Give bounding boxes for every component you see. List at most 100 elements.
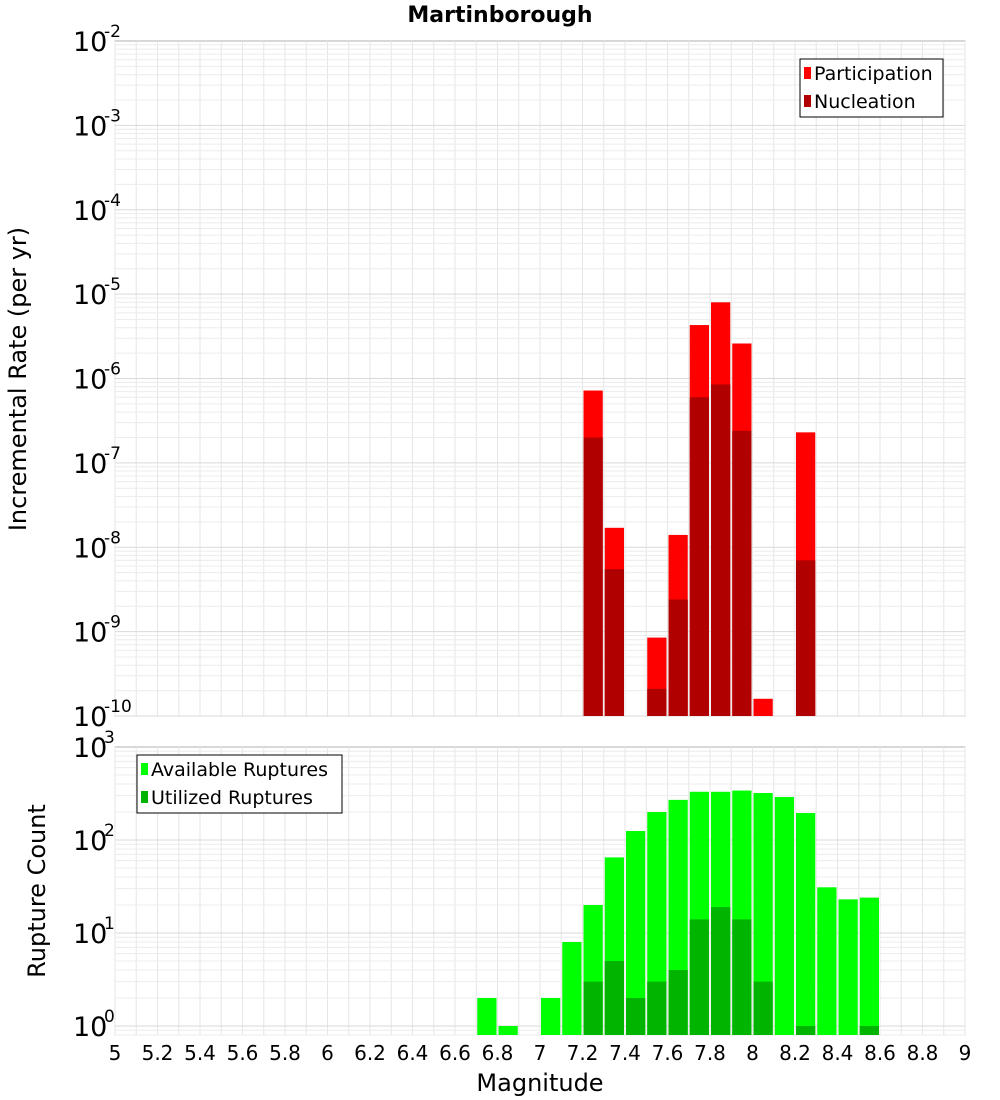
y-tick-exponent: -6 — [104, 360, 121, 380]
y-tick-exponent: -2 — [104, 22, 121, 42]
y-tick-base: 10 — [73, 1012, 107, 1043]
x-tick-label: 6.8 — [482, 1041, 514, 1065]
bar — [668, 599, 688, 716]
x-axis-label: Magnitude — [476, 1069, 603, 1097]
y-tick-label: 101 — [73, 914, 115, 950]
x-tick-labels: 5 5.2 5.4 5.6 5.8 6 6.2 6.4 6.6 6.8 7 7.2 7.4 7.6 7.8 8… — [109, 1041, 972, 1065]
x-tick-label: 7.2 — [567, 1041, 599, 1065]
bar — [541, 997, 561, 1035]
bar — [796, 813, 816, 1035]
y-tick-base: 10 — [73, 196, 107, 227]
y-tick-exponent: -8 — [104, 528, 121, 548]
y-tick-base: 10 — [73, 365, 107, 396]
y-tick-exponent: 3 — [104, 728, 115, 748]
top-bars — [583, 302, 816, 716]
bar — [753, 793, 773, 1035]
bar — [583, 437, 603, 716]
x-tick-label: 6.6 — [439, 1041, 471, 1065]
x-tick-label: 7.4 — [609, 1041, 641, 1065]
x-tick-label: 8.4 — [822, 1041, 854, 1065]
x-tick-label: 5.4 — [184, 1041, 216, 1065]
y-tick-label: 10-5 — [73, 275, 121, 311]
y-tick-base: 10 — [73, 280, 107, 311]
y-tick-exponent: -5 — [104, 275, 121, 295]
x-tick-label: 8.6 — [864, 1041, 896, 1065]
x-tick-label: 5.8 — [269, 1041, 301, 1065]
bar — [562, 942, 582, 1035]
top-gridlines — [114, 41, 966, 717]
y-tick-label: 10-7 — [73, 444, 121, 480]
bar — [689, 919, 709, 1035]
bar — [668, 969, 688, 1035]
bar — [647, 688, 667, 716]
bar — [711, 907, 731, 1035]
bar — [689, 397, 709, 716]
x-tick-label: 5.2 — [142, 1041, 174, 1065]
x-tick-label: 5.6 — [227, 1041, 259, 1065]
y-tick-exponent: -4 — [104, 191, 121, 211]
y-tick-base: 10 — [73, 826, 107, 857]
x-tick-label: 5 — [109, 1041, 122, 1065]
bottom-bars — [477, 790, 879, 1035]
legend-swatch — [804, 95, 811, 107]
bar — [647, 981, 667, 1035]
y-tick-exponent: -10 — [104, 697, 132, 717]
legend-label: Nucleation — [814, 91, 916, 113]
y-tick-label: 10-2 — [73, 22, 121, 58]
y-tick-exponent: -9 — [104, 613, 121, 633]
y-tick-base: 10 — [73, 533, 107, 564]
y-tick-base: 10 — [73, 449, 107, 480]
y-tick-exponent: 1 — [104, 914, 115, 934]
y-tick-label: 10-8 — [73, 528, 121, 564]
bar — [859, 897, 879, 1035]
y-tick-label: 10-9 — [73, 613, 121, 649]
top-legend: Participation Nucleation — [799, 58, 944, 118]
x-tick-label: 7 — [534, 1041, 547, 1065]
legend-box — [136, 754, 343, 814]
x-tick-label: 7.6 — [652, 1041, 684, 1065]
bar — [817, 887, 837, 1035]
y-tick-label: 102 — [73, 821, 115, 857]
bar — [796, 1025, 816, 1035]
bar — [732, 430, 752, 716]
y-tick-label: 103 — [73, 728, 115, 764]
y-tick-exponent: 0 — [104, 1007, 115, 1027]
bar — [626, 830, 646, 1035]
bar — [626, 997, 646, 1035]
bar — [604, 569, 624, 716]
y-tick-label: 10-6 — [73, 360, 121, 396]
y-tick-base: 10 — [73, 27, 107, 58]
bar — [732, 919, 752, 1035]
x-tick-label: 8 — [746, 1041, 759, 1065]
legend-swatch — [141, 763, 148, 775]
legend-label: Participation — [814, 63, 933, 85]
bottom-legend: Available Ruptures Utilized Ruptures — [136, 754, 343, 814]
chart-title: Martinborough — [407, 3, 592, 28]
y-tick-label: 100 — [73, 1007, 115, 1043]
legend-label: Utilized Ruptures — [151, 787, 313, 809]
y-tick-base: 10 — [73, 702, 107, 733]
y-tick-label: 10-10 — [73, 697, 132, 733]
y-tick-base: 10 — [73, 618, 107, 649]
x-tick-label: 7.8 — [694, 1041, 726, 1065]
legend-swatch — [804, 67, 811, 79]
x-tick-label: 9 — [959, 1041, 972, 1065]
y-tick-base: 10 — [73, 733, 107, 764]
bar — [477, 997, 497, 1035]
x-tick-label: 8.2 — [779, 1041, 811, 1065]
legend-swatch — [141, 791, 148, 803]
bottom-y-axis-label: Rupture Count — [23, 804, 51, 978]
bar — [647, 812, 667, 1035]
legend-box — [799, 58, 944, 118]
bar — [774, 796, 794, 1035]
bar — [796, 560, 816, 716]
y-tick-label: 10-3 — [73, 106, 121, 142]
x-tick-label: 6.4 — [397, 1041, 429, 1065]
y-tick-exponent: -3 — [104, 106, 121, 126]
top-y-axis-label: Incremental Rate (per yr) — [4, 227, 32, 531]
